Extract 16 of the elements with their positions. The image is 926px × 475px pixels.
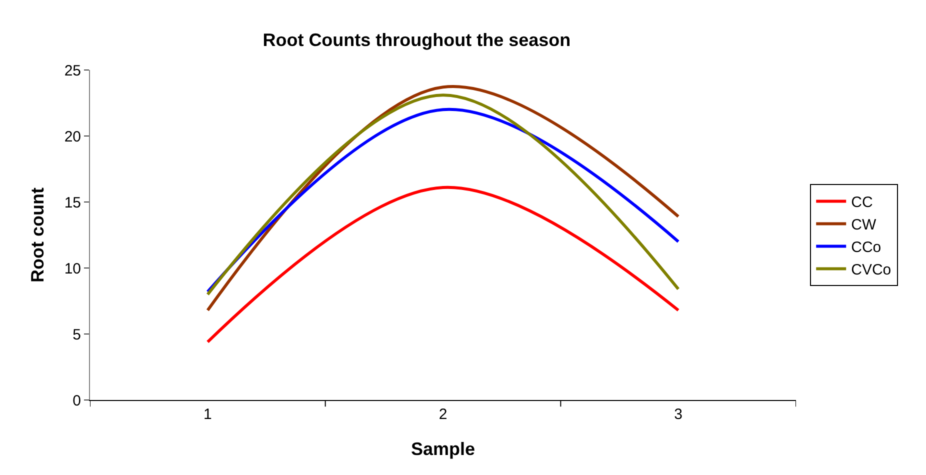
x-tick-label: 1 (204, 406, 212, 423)
y-tick-label: 25 (64, 62, 81, 80)
y-tick-label: 0 (72, 392, 81, 410)
legend-label: CCo (851, 239, 882, 256)
legend-label: CVCo (851, 262, 892, 279)
y-tick-label: 15 (64, 194, 81, 212)
legend-label: CC (851, 194, 873, 212)
y-tick-label: 10 (64, 260, 81, 278)
y-tick-label: 5 (72, 326, 81, 344)
x-tick-label: 3 (674, 406, 682, 423)
x-tick-label: 2 (438, 406, 448, 423)
legend-label: CW (851, 216, 877, 234)
y-axis-title: Root count (28, 188, 48, 282)
y-tick-label: 20 (64, 128, 81, 146)
x-axis-title: Sample (410, 439, 476, 460)
chart-title: Root Counts throughout the season (262, 30, 571, 50)
